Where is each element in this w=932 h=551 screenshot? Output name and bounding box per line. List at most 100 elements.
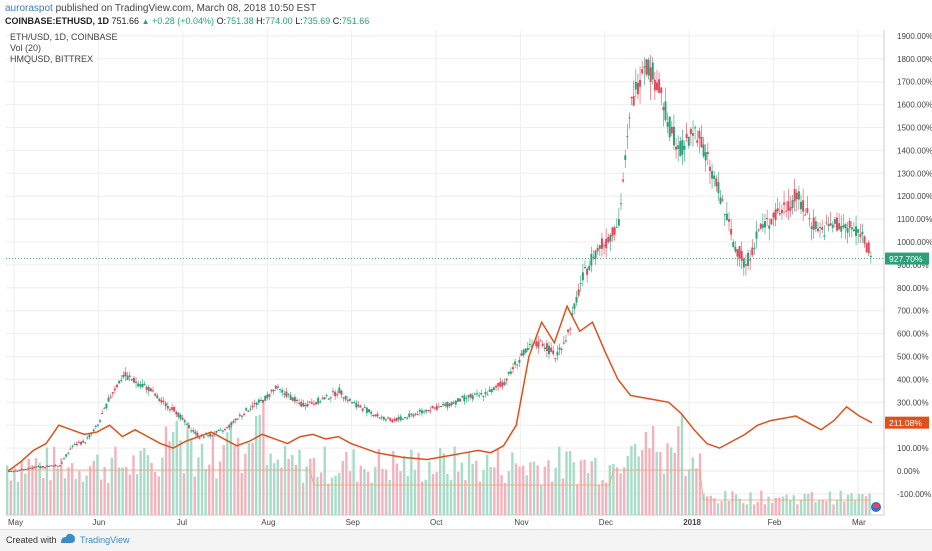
candle-body — [120, 379, 123, 381]
candle-body — [787, 201, 790, 211]
candle-body — [448, 403, 451, 406]
candle-body — [353, 402, 356, 404]
volume-bar — [612, 463, 615, 515]
candle-body — [836, 217, 838, 231]
candle-body — [164, 403, 167, 407]
y-tick-label: 600.00% — [897, 330, 929, 339]
price-chart[interactable]: 1900.00% 1800.00% 1700.00% 1600.00% 1500.00%… — [0, 30, 932, 529]
y-tick-label: 300.00% — [897, 398, 929, 407]
candle-body — [552, 350, 555, 355]
candle-body — [647, 59, 650, 76]
candle-body — [863, 236, 866, 244]
volume-bar — [132, 455, 135, 515]
volume-bar — [677, 426, 680, 515]
candle-body — [808, 218, 811, 220]
x-tick-label: Sep — [346, 518, 361, 527]
volume-bar — [384, 469, 388, 515]
candle-body — [325, 394, 328, 396]
candle-body — [478, 395, 481, 397]
candle-body — [224, 428, 226, 430]
candle-body — [539, 340, 542, 342]
candle-body — [412, 414, 415, 417]
volume-bar — [796, 504, 799, 515]
candle-body — [217, 430, 220, 432]
volume-bar — [457, 471, 460, 515]
candle-body — [12, 471, 15, 473]
candle-body — [681, 140, 684, 155]
candle-body — [380, 416, 383, 418]
volume-bar — [417, 452, 420, 515]
candle-body — [656, 82, 658, 90]
candle-body — [700, 136, 703, 148]
candle-body — [143, 383, 146, 386]
candle-body — [406, 417, 409, 419]
candle-body — [450, 402, 453, 406]
candle-body — [351, 402, 354, 404]
candle-body — [105, 403, 108, 409]
volume-bar — [399, 471, 402, 515]
candle-body — [285, 391, 288, 397]
volume-bar — [565, 451, 568, 515]
candle-body — [14, 470, 17, 472]
candle-body — [596, 247, 599, 252]
candle-body — [54, 464, 57, 466]
candle-body — [766, 218, 769, 220]
tradingview-link[interactable]: TradingView — [80, 535, 130, 545]
volume-bar — [236, 437, 240, 515]
candle-body — [757, 229, 760, 231]
candle-body — [814, 221, 817, 229]
candle-body — [75, 443, 78, 446]
candle-body — [662, 107, 665, 111]
x-tick-label: Feb — [768, 518, 782, 527]
candle-body — [399, 416, 402, 421]
ethusd-price-label: 927.70% — [889, 254, 923, 264]
candle-body — [162, 400, 165, 402]
x-tick-label: Dec — [599, 518, 613, 527]
volume-bar — [439, 448, 442, 515]
volume-bar — [518, 466, 521, 515]
volume-bar — [803, 493, 806, 515]
candle-body — [207, 435, 210, 437]
candle-body — [605, 238, 608, 249]
y-tick-label: 700.00% — [897, 307, 929, 316]
candle-body — [556, 351, 559, 356]
candle-body — [374, 414, 377, 417]
volume-bar — [96, 454, 99, 515]
y-tick-label: 800.00% — [897, 284, 929, 293]
candle-body — [592, 257, 595, 259]
volume-bar — [107, 483, 110, 515]
volume-bar — [568, 451, 572, 515]
volume-bar — [309, 458, 312, 515]
candle-body — [302, 403, 305, 407]
candle-body — [537, 341, 540, 348]
candle-body — [215, 430, 218, 433]
candle-body — [152, 390, 154, 392]
volume-bar — [280, 467, 283, 515]
volume-bar — [810, 491, 814, 515]
volume-bar — [745, 504, 749, 515]
candle-body — [484, 392, 487, 394]
legend-volume: Vol (20) — [10, 43, 42, 53]
candle-body — [118, 380, 121, 384]
volume-bar — [42, 477, 45, 515]
header: auroraspot published on TradingView.com,… — [0, 0, 932, 30]
author-link[interactable]: auroraspot — [5, 3, 53, 14]
volume-bar — [294, 464, 298, 515]
volume-bar — [139, 450, 142, 515]
candle-body — [183, 420, 186, 423]
candle-body — [867, 242, 870, 254]
volume-bar — [117, 467, 121, 515]
volume-bar — [500, 475, 503, 515]
volume-bar — [558, 446, 561, 515]
volume-bar — [251, 442, 254, 515]
candle-body — [41, 465, 44, 468]
candle-body — [359, 405, 362, 408]
volume-bar — [85, 475, 88, 515]
candle-body — [789, 207, 792, 211]
candle-body — [651, 62, 654, 80]
footer: Created with TradingView — [0, 529, 932, 551]
volume-bar — [388, 479, 391, 515]
candle-body — [147, 386, 150, 392]
candle-body — [825, 222, 828, 224]
candle-body — [725, 213, 728, 221]
